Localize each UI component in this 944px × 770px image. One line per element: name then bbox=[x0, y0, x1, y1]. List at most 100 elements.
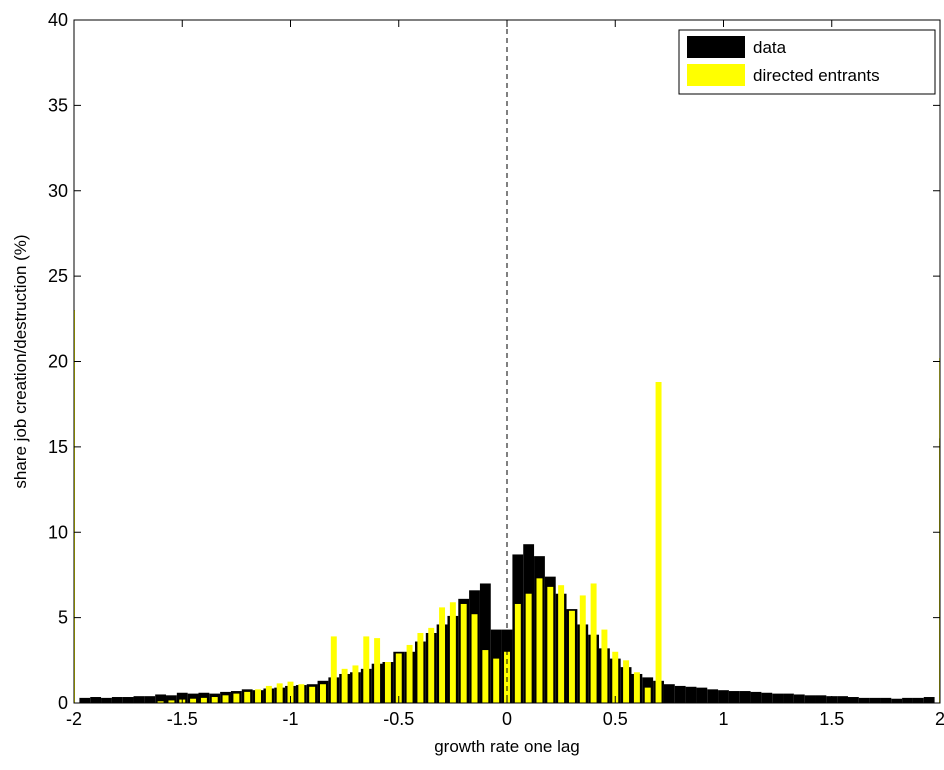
data-bar bbox=[793, 694, 805, 703]
directed-entrants-bar bbox=[211, 697, 218, 703]
directed-entrants-bar bbox=[200, 697, 207, 703]
x-tick-label: -1.5 bbox=[167, 709, 198, 729]
data-bar bbox=[891, 698, 903, 703]
directed-entrants-bar bbox=[384, 662, 391, 703]
directed-entrants-bar bbox=[352, 665, 359, 703]
directed-entrants-bar bbox=[655, 381, 662, 703]
data-bar bbox=[912, 697, 924, 703]
directed-entrants-bar bbox=[255, 689, 262, 703]
y-tick-label: 30 bbox=[48, 181, 68, 201]
x-tick-label: -1 bbox=[282, 709, 298, 729]
data-bar bbox=[479, 583, 491, 703]
directed-entrants-bar bbox=[276, 683, 283, 703]
directed-entrants-bar bbox=[222, 695, 229, 703]
directed-entrants-bar bbox=[417, 632, 424, 703]
directed-entrants-bar bbox=[341, 668, 348, 703]
data-bar bbox=[804, 695, 816, 703]
data-bar bbox=[155, 694, 167, 703]
y-tick-label: 5 bbox=[58, 608, 68, 628]
directed-entrants-bar bbox=[439, 607, 446, 703]
data-bar bbox=[728, 691, 740, 703]
directed-entrants-bar bbox=[319, 684, 326, 703]
directed-entrants-bar bbox=[449, 602, 456, 703]
y-tick-label: 25 bbox=[48, 266, 68, 286]
directed-entrants-bar bbox=[579, 595, 586, 703]
data-bar bbox=[783, 693, 794, 703]
x-tick-label: 1.5 bbox=[819, 709, 844, 729]
data-bar bbox=[79, 697, 91, 703]
data-bar bbox=[674, 685, 686, 703]
x-tick-label: 0 bbox=[502, 709, 512, 729]
directed-entrants-bar bbox=[471, 614, 478, 703]
data-bar bbox=[707, 689, 719, 703]
legend-swatch-data bbox=[687, 36, 745, 58]
y-tick-label: 40 bbox=[48, 10, 68, 30]
directed-entrants-bar bbox=[168, 700, 175, 703]
data-bar bbox=[772, 693, 784, 703]
data-bar bbox=[858, 697, 870, 703]
data-bar bbox=[923, 697, 935, 703]
directed-entrants-bar bbox=[190, 698, 197, 703]
directed-entrants-bar bbox=[633, 672, 640, 703]
directed-entrants-bar bbox=[601, 629, 608, 703]
directed-entrants-bar bbox=[244, 691, 251, 703]
directed-entrants-bar bbox=[330, 636, 337, 703]
x-tick-label: 1 bbox=[718, 709, 728, 729]
directed-entrants-bar bbox=[514, 603, 521, 703]
y-tick-label: 10 bbox=[48, 522, 68, 542]
data-bar bbox=[166, 695, 177, 703]
data-bar bbox=[101, 697, 112, 703]
directed-entrants-bar bbox=[525, 593, 532, 703]
directed-entrants-bar bbox=[298, 684, 305, 703]
directed-entrants-bar bbox=[612, 651, 619, 703]
directed-entrants-bar bbox=[406, 644, 413, 703]
directed-entrants-bar bbox=[428, 627, 435, 703]
directed-entrants-bar bbox=[233, 693, 240, 703]
data-bar bbox=[902, 697, 913, 703]
legend-label-directed-entrants: directed entrants bbox=[753, 66, 880, 85]
data-bar bbox=[869, 697, 881, 703]
directed-entrants-bar bbox=[460, 603, 467, 703]
directed-entrants-bar bbox=[157, 701, 164, 703]
directed-entrants-bar bbox=[482, 650, 489, 703]
directed-entrants-bar bbox=[547, 586, 554, 703]
data-bar bbox=[815, 695, 827, 703]
y-tick-label: 0 bbox=[58, 693, 68, 713]
data-bar bbox=[133, 696, 145, 703]
data-bar bbox=[90, 697, 102, 703]
directed-entrants-bar bbox=[363, 636, 370, 703]
directed-entrants-bar bbox=[374, 638, 381, 703]
legend: data directed entrants bbox=[678, 29, 936, 95]
directed-entrants-bar bbox=[644, 687, 651, 703]
data-bar bbox=[144, 696, 156, 703]
y-tick-label: 35 bbox=[48, 95, 68, 115]
y-tick-label: 15 bbox=[48, 437, 68, 457]
data-bar bbox=[761, 692, 773, 703]
data-bar bbox=[187, 693, 199, 703]
directed-entrants-bar bbox=[536, 578, 543, 703]
directed-entrants-bar bbox=[623, 660, 630, 703]
data-bar bbox=[122, 697, 134, 703]
data-bar bbox=[750, 691, 762, 703]
legend-swatch-directed-entrants bbox=[687, 64, 745, 86]
directed-entrants-bar bbox=[309, 686, 316, 703]
directed-entrants-bar bbox=[558, 585, 565, 703]
directed-entrants-bar bbox=[568, 610, 575, 703]
directed-entrants-bar bbox=[493, 658, 500, 703]
directed-entrants-bar bbox=[395, 653, 402, 703]
y-axis-title: share job creation/destruction (%) bbox=[11, 234, 30, 488]
data-bar bbox=[847, 697, 859, 703]
x-tick-label: 2 bbox=[935, 709, 944, 729]
data-bar bbox=[739, 691, 751, 703]
x-axis: -2 -1.5 -1 -0.5 0 0.5 1 1.5 2 bbox=[66, 20, 944, 729]
data-bar bbox=[837, 696, 848, 703]
directed-entrants-bar bbox=[265, 685, 272, 703]
x-axis-title: growth rate one lag bbox=[434, 737, 580, 756]
data-bar bbox=[696, 687, 708, 703]
x-tick-label: -2 bbox=[66, 709, 82, 729]
data-bar bbox=[880, 697, 892, 703]
x-tick-label: 0.5 bbox=[603, 709, 628, 729]
x-tick-label: -0.5 bbox=[383, 709, 414, 729]
y-tick-label: 20 bbox=[48, 352, 68, 372]
